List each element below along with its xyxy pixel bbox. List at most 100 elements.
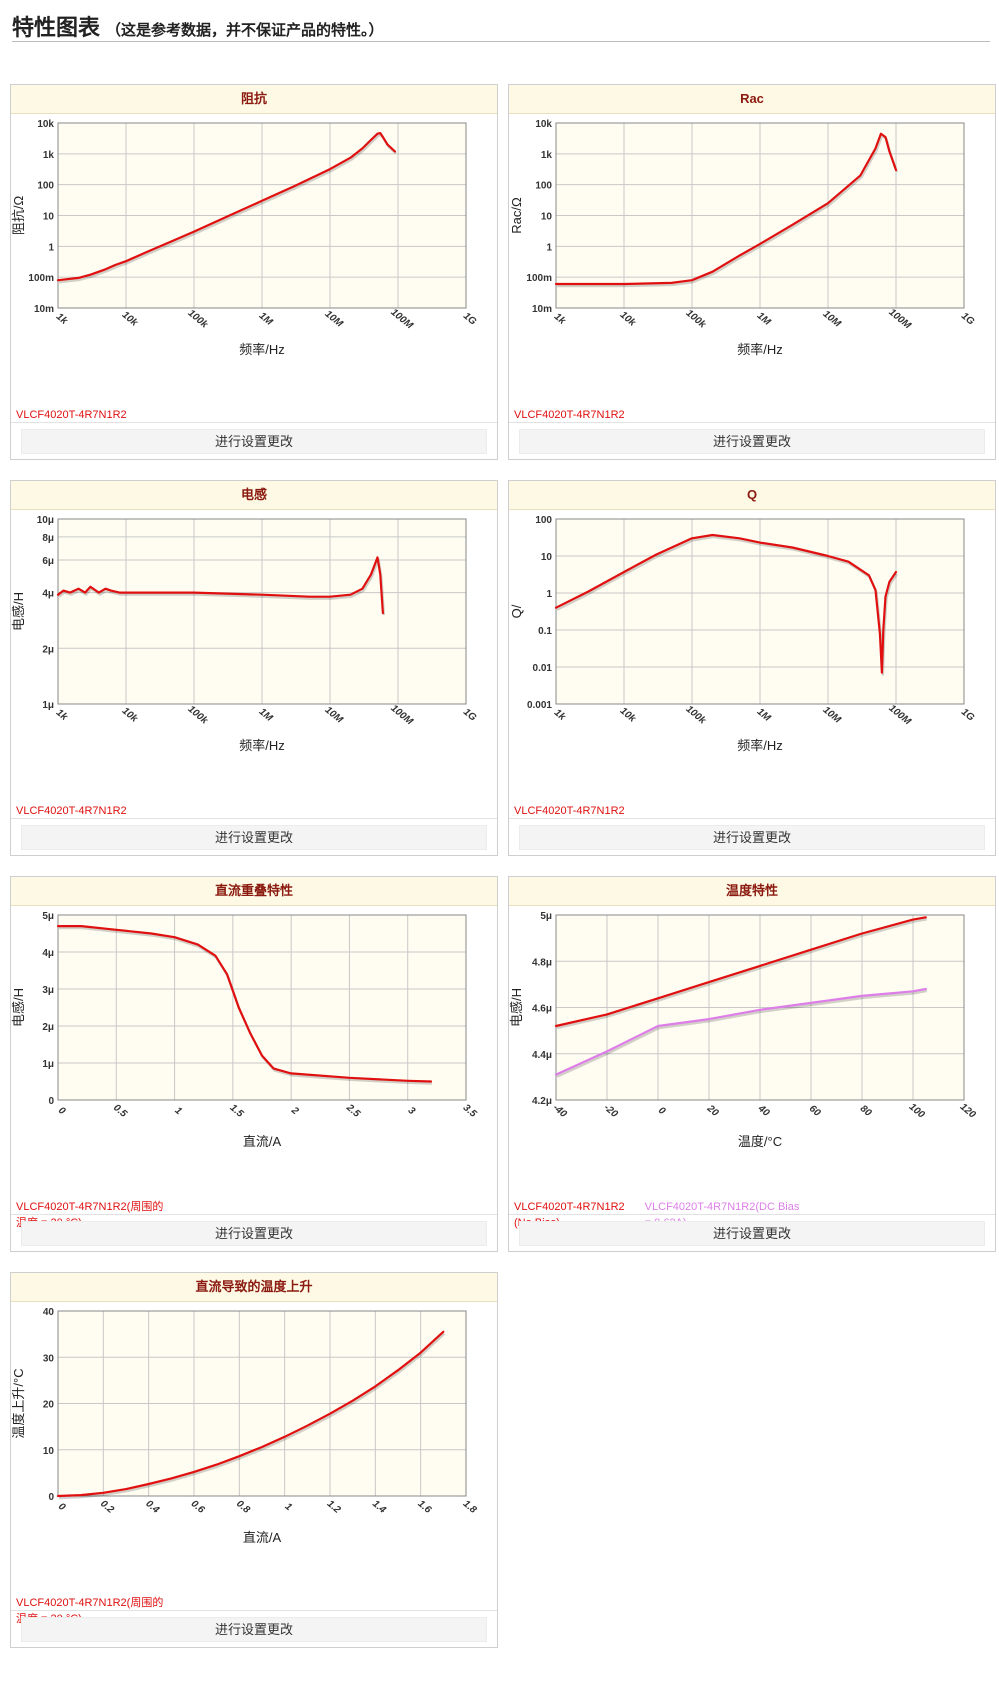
x-tick-label: 100k — [186, 704, 210, 727]
chart-panel-q: Q 0.001 0.01 0.1 1 10 100 1k 10k 100k 1M 10M 100M 1G 频… — [508, 480, 996, 856]
y-tick-label: 10μ — [37, 515, 54, 526]
series-line-2 — [554, 987, 927, 1076]
x-tick-label: 10M — [821, 309, 843, 330]
change-settings-button[interactable]: 进行设置更改 — [21, 429, 487, 454]
x-tick-label: 2.5 — [343, 1102, 362, 1120]
x-tick-label: 0 — [656, 1105, 668, 1117]
series-line-1 — [56, 556, 384, 615]
y-tick-label: 4.4μ — [532, 1050, 552, 1061]
x-tick-label: 1G — [959, 707, 976, 724]
chart-svg: 1μ 2μ 4μ 6μ 8μ 10μ 1k 10k 100k 1M 10M 100M 1G 频率/Hz 电感… — [11, 515, 478, 753]
chart-title: 直流重叠特性 — [11, 877, 497, 906]
x-tick-label: 40 — [755, 1103, 772, 1120]
x-tick-label: 0.2 — [98, 1498, 116, 1516]
x-axis-title: 频率/Hz — [737, 738, 783, 753]
x-tick-label: 1.5 — [228, 1102, 246, 1120]
plot-frame — [57, 1310, 467, 1497]
y-axis-title: Q/ — [509, 604, 524, 618]
y-tick-label: 1μ — [42, 1059, 54, 1070]
x-tick-label: 1G — [959, 311, 976, 328]
x-tick-label: 1k — [552, 311, 568, 327]
series-line-1 — [56, 925, 433, 1083]
panel-footer: 进行设置更改 — [11, 1214, 497, 1251]
x-tick-label: 3 — [406, 1105, 418, 1117]
chart-title: 阻抗 — [11, 85, 497, 114]
change-settings-button[interactable]: 进行设置更改 — [519, 1221, 985, 1246]
chart-panel-impedance: 阻抗 10m 100m 1 10 100 1k 10k 1k 10k 100k 1M 10M 100M 1G… — [10, 84, 498, 460]
panel-footer: 进行设置更改 — [509, 422, 995, 459]
legend: VLCF4020T-4R7N1R2 — [514, 803, 645, 819]
x-tick-label: 120 — [958, 1102, 978, 1121]
change-settings-button[interactable]: 进行设置更改 — [21, 1617, 487, 1642]
chart-panel-rac: Rac 10m 100m 1 10 100 1k 10k 1k 10k 100k 1M 10M 100M 1… — [508, 84, 996, 460]
y-tick-label: 10 — [541, 212, 553, 223]
x-tick-label: 10k — [120, 706, 140, 725]
y-tick-label: 4.6μ — [532, 1004, 552, 1015]
y-tick-label: 6μ — [42, 556, 54, 567]
y-tick-label: 4.8μ — [532, 957, 552, 968]
legend: VLCF4020T-4R7N1R2 — [16, 803, 147, 819]
x-tick-label: 1.6 — [415, 1498, 433, 1516]
legend-item: VLCF4020T-4R7N1R2 — [16, 805, 127, 817]
change-settings-button[interactable]: 进行设置更改 — [21, 1221, 487, 1246]
change-settings-button[interactable]: 进行设置更改 — [519, 825, 985, 850]
legend: VLCF4020T-4R7N1R2 — [16, 407, 147, 423]
x-tick-label: 10M — [323, 309, 345, 330]
y-tick-label: 4.2μ — [532, 1096, 552, 1107]
y-tick-label: 10 — [541, 552, 553, 563]
x-tick-label: 100M — [388, 307, 415, 332]
series-shadow — [556, 989, 928, 1078]
y-tick-label: 5μ — [540, 911, 552, 922]
panel-footer: 进行设置更改 — [509, 1214, 995, 1251]
plot-frame — [555, 122, 965, 309]
x-tick-label: 100M — [886, 307, 913, 332]
change-settings-button[interactable]: 进行设置更改 — [21, 825, 487, 850]
x-tick-label: 10k — [618, 706, 638, 725]
plot-frame — [57, 518, 467, 705]
y-tick-label: 10 — [43, 1446, 55, 1457]
x-tick-label: -20 — [602, 1102, 620, 1120]
x-tick-label: 100M — [886, 703, 913, 728]
x-tick-label: 60 — [807, 1103, 823, 1119]
y-tick-label: 8μ — [42, 533, 54, 544]
x-tick-label: 0.5 — [111, 1102, 129, 1120]
change-settings-button[interactable]: 进行设置更改 — [519, 429, 985, 454]
y-tick-label: 1 — [546, 589, 552, 600]
y-tick-label: 4μ — [42, 948, 54, 959]
legend: VLCF4020T-4R7N1R2 (No Bias)VLCF4020T-4R7… — [514, 1199, 819, 1231]
y-tick-label: 30 — [43, 1353, 55, 1364]
series-shadow — [58, 558, 386, 616]
y-tick-label: 10k — [535, 119, 552, 130]
x-tick-label: 0.6 — [189, 1498, 207, 1516]
y-tick-label: 100 — [535, 515, 552, 526]
y-tick-label: 1 — [546, 242, 552, 253]
plot-area — [58, 915, 466, 1100]
x-axis-title: 温度/°C — [738, 1134, 782, 1149]
chart-title: Rac — [509, 85, 995, 114]
x-tick-label: 1G — [461, 707, 478, 724]
x-tick-label: 1M — [755, 310, 773, 328]
x-tick-label: 100k — [684, 308, 708, 331]
series-shadow — [58, 133, 397, 284]
y-tick-label: 0.001 — [527, 700, 552, 711]
y-axis-title: 电感/H — [11, 988, 26, 1027]
y-tick-label: 1μ — [42, 700, 54, 711]
series-line-1 — [554, 533, 898, 674]
x-tick-label: 20 — [704, 1103, 721, 1120]
legend-item: VLCF4020T-4R7N1R2 — [16, 409, 127, 421]
y-tick-label: 100 — [37, 181, 54, 192]
y-tick-label: 10 — [43, 212, 55, 223]
y-tick-label: 20 — [43, 1400, 55, 1411]
y-tick-label: 0 — [48, 1096, 54, 1107]
y-tick-label: 4μ — [42, 589, 54, 600]
x-tick-label: 0.8 — [234, 1498, 252, 1516]
y-tick-label: 1k — [541, 150, 553, 161]
legend-item: VLCF4020T-4R7N1R2 — [514, 409, 625, 421]
x-tick-label: 10M — [821, 705, 843, 726]
series-shadow — [58, 1332, 446, 1500]
x-tick-label: 1.2 — [325, 1498, 343, 1516]
x-tick-label: 80 — [858, 1103, 874, 1119]
page-subtitle: （这是参考数据，并不保证产品的特性。） — [106, 22, 384, 39]
chart-svg: 0.001 0.01 0.1 1 10 100 1k 10k 100k 1M 10M 100M 1G 频率… — [509, 515, 976, 753]
y-tick-label: 2μ — [42, 1022, 54, 1033]
